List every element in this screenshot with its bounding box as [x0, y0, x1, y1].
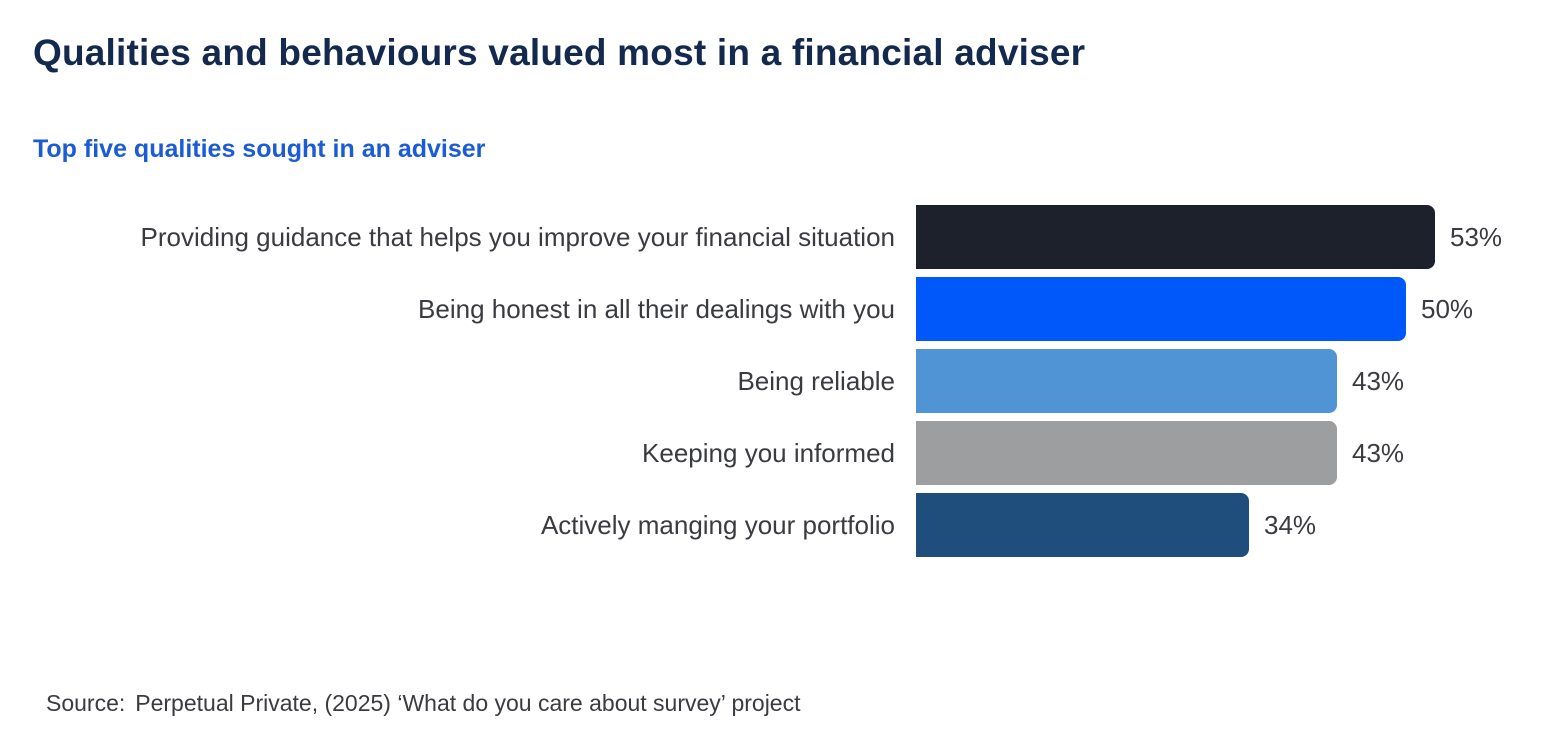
- chart-row-guidance: Providing guidance that helps you improv…: [0, 205, 1541, 269]
- bar-guidance: [916, 205, 1435, 269]
- chart-row-reliable: Being reliable 43%: [0, 349, 1541, 413]
- bar-reliable: [916, 349, 1337, 413]
- value-label-guidance: 53%: [1450, 221, 1503, 252]
- bar-informed: [916, 421, 1337, 485]
- source-text: Perpetual Private, (2025) ‘What do you c…: [135, 690, 801, 716]
- category-label-guidance: Providing guidance that helps you improv…: [140, 221, 895, 252]
- source-label: Source:: [46, 690, 126, 716]
- chart-row-honest: Being honest in all their dealings with …: [0, 277, 1541, 341]
- category-label-honest: Being honest in all their dealings with …: [418, 293, 895, 324]
- chart-row-portfolio: Actively manging your portfolio 34%: [0, 493, 1541, 557]
- value-label-honest: 50%: [1421, 293, 1474, 324]
- bar-chart: Providing guidance that helps you improv…: [0, 205, 1541, 565]
- category-label-portfolio: Actively manging your portfolio: [540, 509, 895, 540]
- value-label-reliable: 43%: [1352, 365, 1405, 396]
- source-note: Source: Perpetual Private, (2025) ‘What d…: [46, 690, 800, 717]
- chart-row-informed: Keeping you informed 43%: [0, 421, 1541, 485]
- bar-honest: [916, 277, 1406, 341]
- chart-subtitle: Top five qualities sought in an adviser: [33, 135, 486, 163]
- page-title: Qualities and behaviours valued most in …: [33, 32, 1086, 73]
- bar-portfolio: [916, 493, 1249, 557]
- category-label-reliable: Being reliable: [737, 365, 895, 396]
- category-label-informed: Keeping you informed: [642, 437, 895, 468]
- value-label-portfolio: 34%: [1264, 509, 1317, 540]
- value-label-informed: 43%: [1352, 437, 1405, 468]
